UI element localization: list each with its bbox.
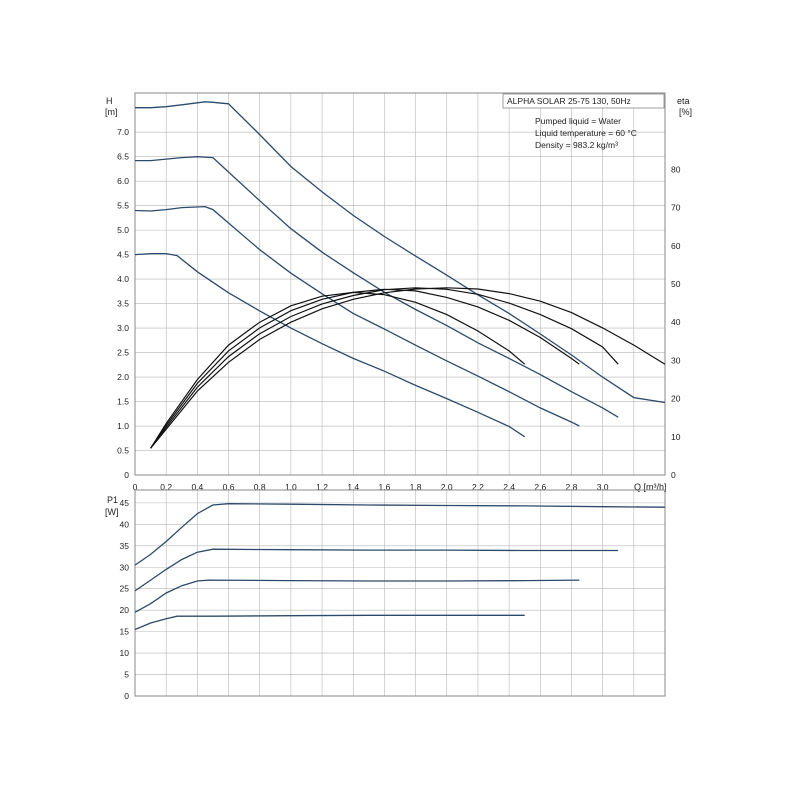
head-curve-2 — [135, 156, 619, 418]
title-box — [502, 93, 665, 109]
y-tick-label: 6.5 — [117, 152, 129, 162]
p1-tick-label: 40 — [120, 519, 130, 529]
x-tick-label: 0 — [133, 482, 138, 492]
y2-axis-label-unit: [%] — [679, 107, 692, 117]
head-curve-1 — [135, 101, 666, 404]
p1-tick-label: 5 — [124, 670, 129, 680]
x-tick-label: 2.8 — [566, 482, 578, 492]
p1-tick-label: 10 — [120, 648, 130, 658]
x-tick-label: 0.2 — [160, 482, 172, 492]
p1-tick-label: 45 — [120, 498, 130, 508]
y-tick-label: 0.5 — [117, 446, 129, 456]
y2-tick-label: 50 — [671, 279, 681, 289]
power-curve-1 — [134, 503, 666, 566]
x-tick-label: 1.0 — [285, 482, 297, 492]
x-tick-label: 3.0 — [597, 482, 609, 492]
p1-axis-label-name: P1 — [107, 495, 118, 505]
y2-tick-label: 80 — [671, 164, 681, 174]
p1-tick-label: 15 — [120, 627, 130, 637]
p1-tick-label: 0 — [124, 691, 129, 701]
y2-tick-label: 10 — [671, 432, 681, 442]
p1-axis-label-unit: [W] — [105, 507, 119, 517]
x-tick-label: 0.6 — [223, 482, 235, 492]
power-panel-grid — [134, 490, 665, 697]
y-axis-label-name: H — [106, 96, 113, 106]
y-tick-label: 4.0 — [117, 274, 129, 284]
y2-tick-label: 40 — [671, 317, 681, 327]
y-tick-label: 1.0 — [117, 421, 129, 431]
p1-tick-label: 20 — [120, 605, 130, 615]
x-tick-label: 1.2 — [316, 482, 328, 492]
power-curve-3 — [134, 579, 580, 613]
head-panel-frame — [134, 92, 666, 476]
y2-axis-label-name: eta — [677, 96, 690, 106]
x-tick-label: 2.0 — [441, 482, 453, 492]
y2-tick-label: 30 — [671, 355, 681, 365]
head-panel-ticks: 0 0.2 0.4 0.6 0.8 1.0 1.2 1.4 1.6 1.8 2.0 2.2 2.4 2.6… — [117, 127, 681, 492]
x-axis-label: Q [m³/h] — [634, 482, 667, 492]
y-tick-label: 6.0 — [117, 176, 129, 186]
power-panel-frame — [134, 489, 666, 697]
x-tick-label: 0.8 — [254, 482, 266, 492]
info-line-liquid: Pumped liquid = Water — [535, 116, 621, 126]
efficiency-curve-3 — [150, 288, 580, 449]
y-tick-label: 2.5 — [117, 348, 129, 358]
y-tick-label: 5.5 — [117, 201, 129, 211]
power-curve-2 — [134, 548, 619, 592]
power-panel-ticks: 0 5 10 15 20 25 30 35 40 45 — [120, 498, 130, 701]
p1-tick-label: 25 — [120, 584, 130, 594]
x-tick-label: 2.6 — [534, 482, 546, 492]
y-tick-label: 0 — [124, 470, 129, 480]
power-curves — [134, 503, 666, 631]
y-tick-label: 7.0 — [117, 127, 129, 137]
x-tick-label: 1.4 — [347, 482, 359, 492]
y-tick-label: 3.0 — [117, 323, 129, 333]
efficiency-curve-1 — [150, 287, 666, 449]
x-tick-label: 0.4 — [191, 482, 203, 492]
y2-tick-label: 70 — [671, 203, 681, 213]
efficiency-curve-4 — [150, 291, 526, 449]
y-tick-label: 2.0 — [117, 372, 129, 382]
head-curve-4 — [134, 252, 526, 438]
y2-tick-label: 20 — [671, 394, 681, 404]
p1-tick-label: 35 — [120, 541, 130, 551]
y-tick-label: 1.5 — [117, 397, 129, 407]
y2-tick-label: 0 — [671, 470, 676, 480]
info-line-density: Density = 983.2 kg/m³ — [535, 140, 618, 150]
x-tick-label: 2.2 — [472, 482, 484, 492]
x-tick-label: 1.8 — [410, 482, 422, 492]
chart-title: ALPHA SOLAR 25-75 130, 50Hz — [507, 96, 631, 106]
p1-tick-label: 30 — [120, 562, 130, 572]
y-tick-label: 3.5 — [117, 299, 129, 309]
info-line-temperature: Liquid temperature = 60 °C — [535, 128, 637, 138]
x-tick-label: 1.6 — [378, 482, 390, 492]
x-tick-label: 2.4 — [503, 482, 515, 492]
y2-tick-label: 60 — [671, 241, 681, 251]
y-axis-label-unit: [m] — [105, 107, 118, 117]
y-tick-label: 4.5 — [117, 250, 129, 260]
power-curve-4 — [134, 614, 525, 631]
y-tick-label: 5.0 — [117, 225, 129, 235]
efficiency-curves — [150, 287, 666, 449]
